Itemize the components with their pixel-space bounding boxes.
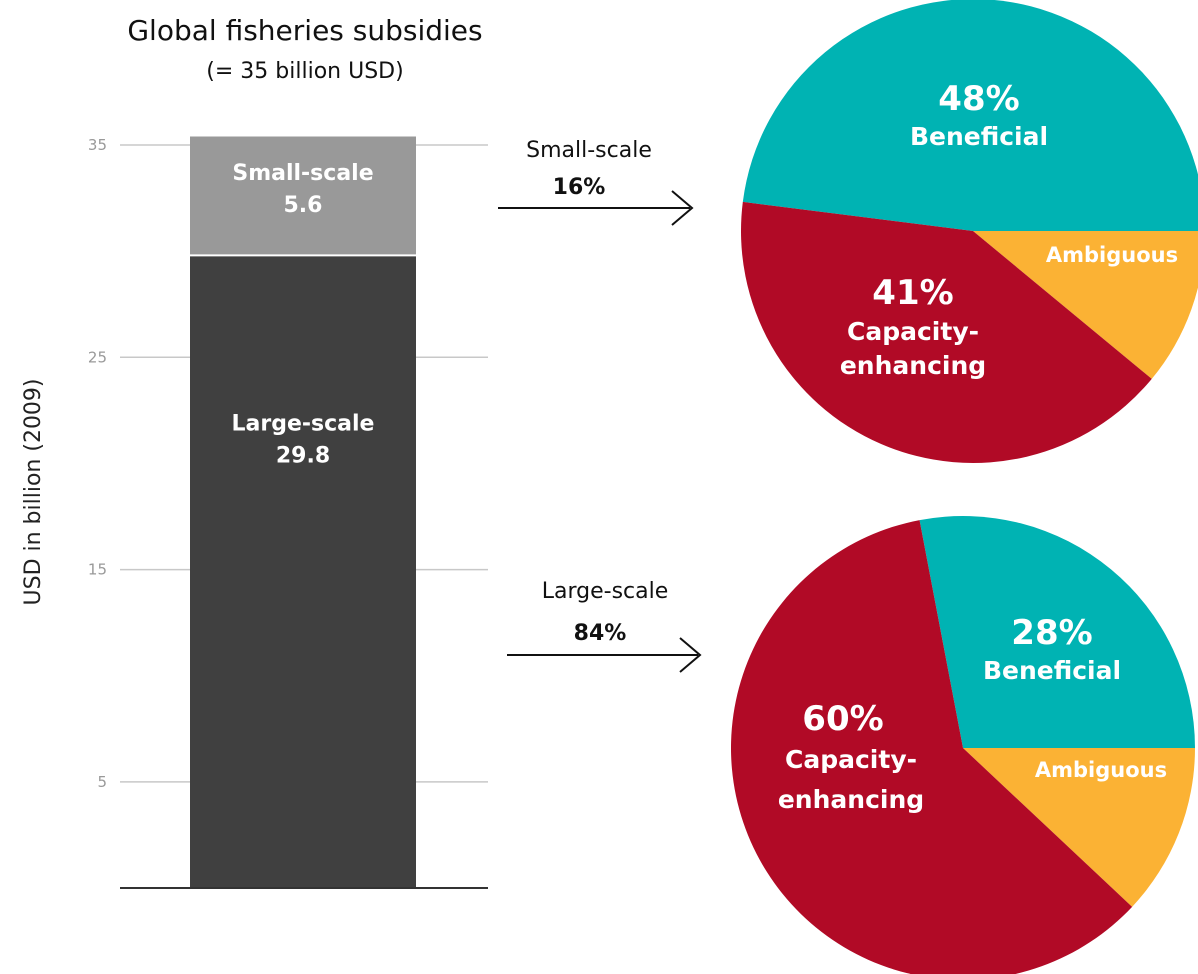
y-tick-35: 35 [88, 136, 107, 154]
stacked-bar-chart: 5 15 25 35 Large-scale 29.8 Small-scale 5.6 [88, 136, 488, 889]
chart-subtitle: (= 35 billion USD) [206, 59, 403, 84]
arrow-share-large-scale: 84% [574, 621, 627, 646]
pie-large-beneficial-label: Beneficial [983, 656, 1121, 685]
pie-large-capacity-pct: 60% [802, 699, 883, 739]
arrow-head-large-scale [679, 637, 702, 673]
pie-slice-capacity-enhancing [731, 520, 1133, 974]
pie-large-capacity-label-line2: enhancing [778, 785, 924, 814]
pie-large-beneficial-pct: 28% [1011, 613, 1092, 653]
pie-small-capacity-pct: 41% [872, 273, 953, 313]
bar-label-small-scale: Small-scale [232, 161, 373, 186]
arrow-small-scale: Small-scale 16% [498, 138, 694, 226]
arrow-label-small-scale: Small-scale [526, 138, 652, 163]
pie-small-capacity-label-line1: Capacity- [847, 317, 979, 346]
pie-slice-beneficial [742, 0, 1198, 231]
chart-title: Global fisheries subsidies [127, 14, 482, 47]
pie-small-capacity-label-line2: enhancing [840, 351, 986, 380]
arrow-label-large-scale: Large-scale [542, 579, 669, 604]
pie-large-ambiguous-label: Ambiguous [1035, 758, 1167, 782]
y-tick-15: 15 [88, 561, 107, 579]
pie-small-ambiguous-label: Ambiguous [1046, 243, 1178, 267]
bar-value-large-scale: 29.8 [276, 443, 330, 468]
pie-chart-small-scale: 48% Beneficial Ambiguous 41% Capacity-enhanc… [741, 0, 1198, 463]
bar-segment-large-scale [190, 255, 416, 889]
pie-large-capacity-label-line1: Capacity- [785, 745, 917, 774]
bar-segment-small-scale [190, 136, 416, 256]
pie-chart-large-scale: 28% Beneficial Ambiguous 60% Capacity-enhanc… [731, 516, 1195, 974]
arrow-share-small-scale: 16% [553, 175, 606, 200]
bar-label-large-scale: Large-scale [232, 411, 375, 436]
pie-small-beneficial-label: Beneficial [910, 122, 1048, 151]
arrow-large-scale: Large-scale 84% [507, 579, 702, 673]
pie-small-beneficial-pct: 48% [938, 79, 1019, 119]
pie-slice-ambiguous [973, 231, 1198, 379]
pie-slice-beneficial [919, 516, 1195, 748]
pie-slice-ambiguous [963, 748, 1195, 907]
pie-slice-capacity-enhancing [741, 201, 1152, 463]
y-tick-5: 5 [97, 773, 107, 791]
y-axis-label: USD in billion (2009) [21, 378, 46, 605]
y-tick-25: 25 [88, 348, 107, 366]
bar-value-small-scale: 5.6 [284, 193, 323, 218]
arrow-head-small-scale [671, 190, 694, 226]
